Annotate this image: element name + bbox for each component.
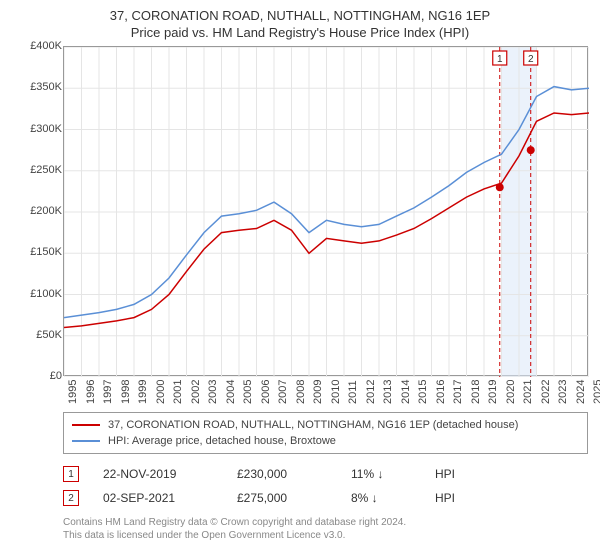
y-axis-label: £100K — [30, 288, 62, 300]
event-date: 22-NOV-2019 — [103, 467, 213, 481]
event-delta: 11% ↓ — [351, 467, 411, 481]
legend: 37, CORONATION ROAD, NUTHALL, NOTTINGHAM… — [63, 412, 588, 454]
event-price: £275,000 — [237, 491, 327, 505]
x-axis-label: 2012 — [365, 380, 377, 404]
event-price: £230,000 — [237, 467, 327, 481]
event-marker-icon: 1 — [63, 466, 79, 482]
legend-item: 37, CORONATION ROAD, NUTHALL, NOTTINGHAM… — [72, 417, 579, 433]
x-axis-label: 2015 — [417, 380, 429, 404]
x-axis-label: 2005 — [242, 380, 254, 404]
x-axis-label: 2002 — [190, 380, 202, 404]
y-axis-label: £250K — [30, 164, 62, 176]
event-row: 2 02-SEP-2021 £275,000 8% ↓ HPI — [63, 486, 588, 510]
footer-line1: Contains HM Land Registry data © Crown c… — [63, 516, 592, 529]
x-axis-label: 2013 — [382, 380, 394, 404]
legend-item: HPI: Average price, detached house, Brox… — [72, 433, 579, 449]
y-axis-label: £400K — [30, 40, 62, 52]
y-axis-label: £300K — [30, 123, 62, 135]
legend-swatch — [72, 440, 100, 442]
y-axis-label: £350K — [30, 81, 62, 93]
y-axis-label: £50K — [36, 329, 62, 341]
x-axis-label: 2018 — [470, 380, 482, 404]
x-axis-label: 2010 — [330, 380, 342, 404]
y-axis-label: £200K — [30, 205, 62, 217]
x-axis-label: 1998 — [120, 380, 132, 404]
event-tag: HPI — [435, 491, 455, 505]
legend-label: HPI: Average price, detached house, Brox… — [108, 435, 336, 447]
chart-title: 37, CORONATION ROAD, NUTHALL, NOTTINGHAM… — [8, 8, 592, 40]
x-axis-label: 2006 — [260, 380, 272, 404]
footer: Contains HM Land Registry data © Crown c… — [63, 516, 592, 542]
x-axis-label: 2022 — [540, 380, 552, 404]
x-axis-label: 1995 — [67, 380, 79, 404]
x-axis-label: 2023 — [557, 380, 569, 404]
x-axis-label: 2011 — [347, 380, 359, 404]
event-delta: 8% ↓ — [351, 491, 411, 505]
footer-line2: This data is licensed under the Open Gov… — [63, 529, 592, 542]
event-tag: HPI — [435, 467, 455, 481]
x-axis-label: 2025 — [592, 380, 600, 404]
x-axis-label: 2020 — [505, 380, 517, 404]
x-axis-label: 2016 — [435, 380, 447, 404]
x-axis-label: 2019 — [487, 380, 499, 404]
y-axis-label: £0 — [50, 370, 62, 382]
x-axis-label: 2008 — [295, 380, 307, 404]
event-table: 1 22-NOV-2019 £230,000 11% ↓ HPI 2 02-SE… — [63, 462, 588, 510]
x-axis-label: 2024 — [575, 380, 587, 404]
x-axis-label: 2004 — [225, 380, 237, 404]
chart-area: £0£50K£100K£150K£200K£250K£300K£350K£400… — [8, 46, 592, 406]
event-date: 02-SEP-2021 — [103, 491, 213, 505]
x-axis-label: 2001 — [172, 380, 184, 404]
x-axis-label: 1997 — [102, 380, 114, 404]
title-line2: Price paid vs. HM Land Registry's House … — [8, 25, 592, 40]
x-axis-label: 2009 — [312, 380, 324, 404]
svg-text:2: 2 — [528, 54, 534, 65]
x-axis-label: 2017 — [452, 380, 464, 404]
x-axis-label: 2021 — [522, 380, 534, 404]
legend-label: 37, CORONATION ROAD, NUTHALL, NOTTINGHAM… — [108, 419, 518, 431]
event-marker-icon: 2 — [63, 490, 79, 506]
svg-text:1: 1 — [497, 54, 503, 65]
title-line1: 37, CORONATION ROAD, NUTHALL, NOTTINGHAM… — [8, 8, 592, 23]
x-axis-label: 2007 — [277, 380, 289, 404]
x-axis-label: 2003 — [207, 380, 219, 404]
x-axis-label: 1996 — [85, 380, 97, 404]
y-axis-label: £150K — [30, 246, 62, 258]
plot-area: 12 — [63, 46, 588, 376]
x-axis-label: 1999 — [137, 380, 149, 404]
x-axis-label: 2000 — [155, 380, 167, 404]
x-axis-label: 2014 — [400, 380, 412, 404]
event-row: 1 22-NOV-2019 £230,000 11% ↓ HPI — [63, 462, 588, 486]
legend-swatch — [72, 424, 100, 426]
